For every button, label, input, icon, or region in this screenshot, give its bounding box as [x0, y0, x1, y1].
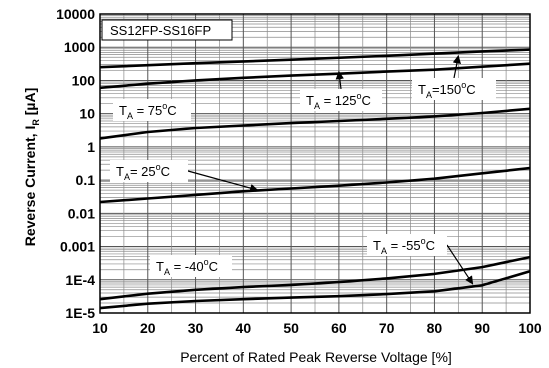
x-tick-label: 30 — [188, 320, 204, 336]
x-tick-label: 90 — [474, 320, 490, 336]
series-lines — [99, 48, 531, 310]
y-axis-title-sub: R — [31, 119, 41, 126]
y-axis-title: Reverse Current, IR [µA] — [22, 88, 41, 247]
series-label-text: TA = -40oC — [156, 257, 218, 277]
series-line — [99, 48, 531, 69]
x-tick-label: 20 — [140, 320, 156, 336]
label-box — [412, 78, 496, 100]
label-box — [367, 234, 447, 256]
series-line — [99, 62, 531, 90]
series-label-text: TA = 125oC — [306, 91, 371, 111]
series-labels: TA=150oC TA = 125oC TA = 75oC TA= 25oC TA = … — [110, 55, 496, 285]
series-label-text: TA = -55oC — [373, 236, 435, 256]
tick-labels: 10 20 30 40 50 60 70 80 90 100 1E-5 1E-4 0.001 0.01 0.… — [56, 6, 542, 336]
series-label: TA= 25oC — [110, 160, 259, 193]
y-tick-label: 1000 — [64, 39, 95, 55]
y-tick-label: 0.001 — [60, 239, 95, 255]
plot-frame — [99, 13, 531, 314]
label-arrow — [446, 244, 474, 285]
series-line — [99, 255, 531, 301]
series-label-text: TA= 25oC — [116, 162, 170, 182]
y-tick-label: 1E-5 — [65, 305, 95, 321]
x-tick-label: 70 — [379, 320, 395, 336]
series-label: TA = 125oC — [300, 70, 382, 111]
label-arrow — [335, 70, 344, 90]
x-tick-label: 80 — [427, 320, 443, 336]
label-box — [110, 160, 188, 182]
y-tick-label: 1 — [87, 139, 95, 155]
y-tick-label: 100 — [72, 72, 96, 88]
x-tick-label: 10 — [92, 320, 108, 336]
x-tick-label: 50 — [283, 320, 299, 336]
x-axis-title: Percent of Rated Peak Reverse Voltage [%… — [180, 349, 452, 365]
y-tick-label: 1E-4 — [65, 272, 95, 288]
series-label: TA=150oC — [412, 55, 496, 100]
y-tick-label: 0.01 — [68, 205, 95, 221]
x-tick-label: 40 — [236, 320, 252, 336]
y-axis-title-main: Reverse Current, I — [22, 126, 38, 247]
label-arrow — [452, 55, 462, 79]
y-tick-label: 10 — [79, 106, 95, 122]
chart-title: SS12FP-SS16FP — [110, 23, 211, 38]
x-tick-label: 60 — [331, 320, 347, 336]
series-line — [99, 107, 531, 140]
y-tick-label: 10000 — [56, 6, 95, 22]
label-arrow — [187, 170, 259, 193]
series-line — [99, 270, 531, 310]
label-box — [113, 99, 191, 121]
label-box — [300, 89, 382, 111]
x-tick-label: 100 — [518, 320, 542, 336]
y-tick-label: 0.1 — [76, 172, 96, 188]
label-box — [150, 255, 232, 277]
series-label: TA = -55oC — [367, 234, 474, 285]
series-label: TA = -40oC — [150, 255, 232, 277]
series-label: TA = 75oC — [113, 99, 191, 121]
title-box — [101, 19, 233, 41]
series-line — [99, 166, 531, 204]
series-label-text: TA=150oC — [418, 80, 476, 100]
y-axis-title-unit: [µA] — [22, 88, 38, 119]
series-label-text: TA = 75oC — [119, 101, 177, 121]
